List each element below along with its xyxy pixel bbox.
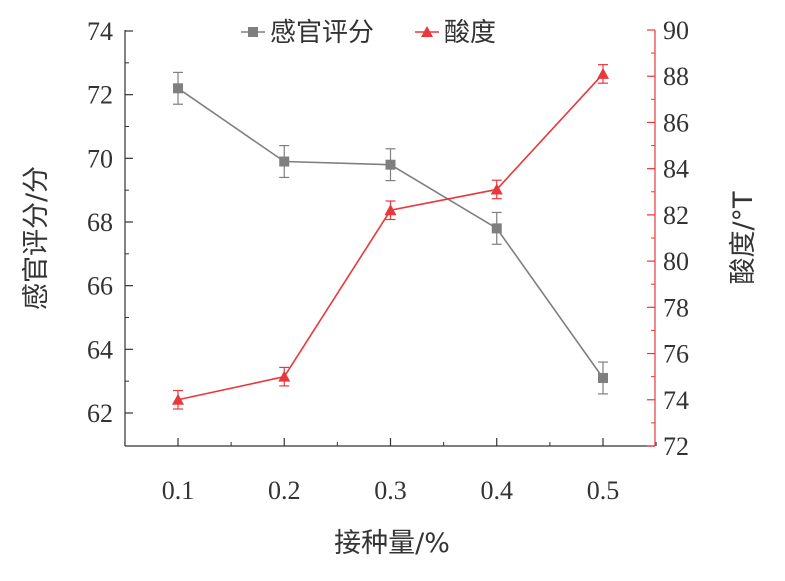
right-tick-label: 76: [663, 340, 689, 369]
x-tick-label: 0.4: [481, 476, 514, 505]
data-point-square: [491, 223, 502, 234]
right-tick-label: 72: [663, 432, 689, 461]
right-tick-label: 74: [663, 386, 689, 415]
x-tick-label: 0.1: [162, 476, 195, 505]
right-axis-title: 酸度/°T: [728, 191, 759, 285]
right-tick-label: 86: [663, 108, 689, 137]
data-point-triangle: [421, 26, 433, 37]
data-point-triangle: [172, 393, 184, 405]
data-point-square: [248, 27, 258, 37]
legend-label-1: 感官评分: [270, 18, 374, 48]
right-tick-label: 78: [663, 293, 689, 322]
left-tick-label: 66: [87, 272, 113, 301]
data-point-triangle: [490, 183, 503, 195]
left-tick-label: 72: [87, 81, 113, 110]
right-tick-label: 82: [663, 201, 689, 230]
series-line-1: [177, 87, 604, 379]
data-point-triangle: [384, 204, 397, 216]
series-line-2: [177, 73, 604, 401]
left-tick-label: 62: [87, 399, 113, 428]
x-tick-label: 0.2: [268, 476, 301, 505]
x-axis-title: 接种量/%: [334, 528, 450, 559]
data-point-square: [598, 372, 608, 383]
left-tick-label: 64: [87, 335, 113, 364]
data-point-square: [279, 156, 290, 167]
data-point-triangle: [278, 370, 291, 382]
right-tick-label: 80: [663, 247, 689, 276]
data-point-square: [173, 83, 183, 94]
left-axis-title: 感官评分/分: [21, 166, 52, 310]
x-tick-label: 0.5: [587, 476, 620, 505]
left-tick-label: 68: [87, 208, 113, 237]
data-point-triangle: [597, 67, 609, 79]
left-tick-label: 70: [87, 144, 113, 173]
legend-label-2: 酸度: [444, 18, 496, 48]
right-tick-label: 90: [663, 16, 689, 45]
data-point-square: [385, 159, 396, 170]
plot-area: 62 64 66 68 70 72 74 72 74 76 78 80 82 84 86 88 90 0.1 0.2…: [21, 16, 759, 559]
left-tick-label: 74: [87, 17, 113, 46]
right-tick-label: 88: [663, 62, 689, 91]
right-tick-label: 84: [663, 155, 689, 184]
x-tick-label: 0.3: [374, 476, 407, 505]
